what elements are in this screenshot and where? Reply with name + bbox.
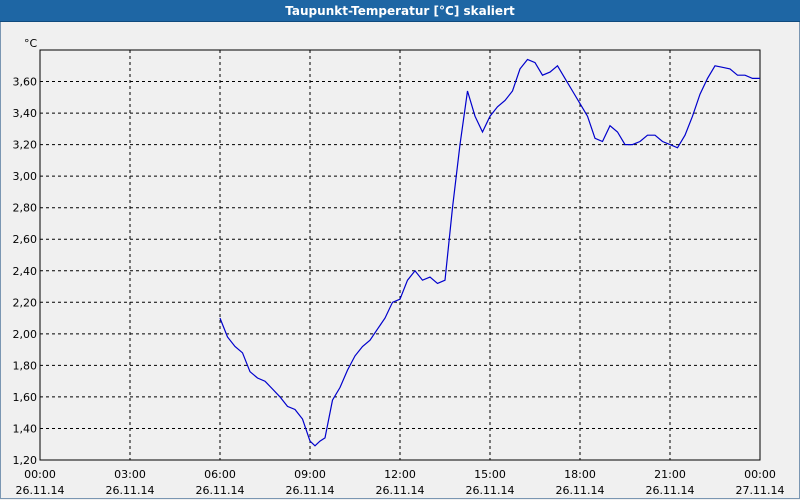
y-tick-label: 1,60	[13, 391, 38, 404]
x-tick-time-label: 18:00	[564, 468, 596, 481]
y-tick-label: 1,40	[13, 422, 38, 435]
plot-area-border	[39, 49, 761, 461]
x-tick-date-label: 26.11.14	[646, 484, 695, 497]
y-tick-label: 1,20	[13, 454, 38, 467]
x-tick-labels: 00:00 26.11.14 03:00 26.11.14 06:00 26.11.14 0…	[16, 468, 785, 497]
y-tick-label: 2,80	[13, 202, 38, 215]
x-tick-time-label: 06:00	[204, 468, 236, 481]
series-layer	[219, 58, 760, 447]
series-line-dewpoint	[219, 58, 760, 447]
x-tick-date-label: 26.11.14	[286, 484, 335, 497]
y-tick-label: 2,60	[13, 233, 38, 246]
y-tick-labels: 1,20 1,40 1,60 1,80 2,00 2,20 2,40 2,60 2,80 3,00…	[13, 76, 38, 467]
x-tick-date-label: 26.11.14	[106, 484, 155, 497]
window-title: Taupunkt-Temperatur [°C] skaliert	[0, 0, 800, 22]
x-tick-date-label: 26.11.14	[196, 484, 245, 497]
x-tick-date-label: 26.11.14	[466, 484, 515, 497]
y-tick-label: 3,00	[13, 170, 38, 183]
y-tick-label: 2,20	[13, 296, 38, 309]
x-tick-date-label: 26.11.14	[556, 484, 605, 497]
x-tick-date-label: 26.11.14	[16, 484, 65, 497]
y-axis-unit-label: °C	[24, 37, 38, 50]
x-tick-time-label: 15:00	[474, 468, 506, 481]
x-tick-time-label: 00:00	[744, 468, 776, 481]
x-tick-date-label: 27.11.14	[736, 484, 785, 497]
y-tick-label: 3,20	[13, 139, 38, 152]
y-tick-label: 2,40	[13, 265, 38, 278]
x-tick-date-label: 26.11.14	[376, 484, 425, 497]
x-tick-time-label: 21:00	[654, 468, 686, 481]
y-tick-label: 3,60	[13, 76, 38, 89]
y-tick-label: 1,80	[13, 359, 38, 372]
x-tick-time-label: 03:00	[114, 468, 146, 481]
x-tick-time-label: 00:00	[24, 468, 56, 481]
y-tick-label: 3,40	[13, 107, 38, 120]
x-tick-time-label: 12:00	[384, 468, 416, 481]
x-tick-time-label: 09:00	[294, 468, 326, 481]
y-tick-label: 2,00	[13, 328, 38, 341]
grid-layer	[40, 50, 760, 460]
